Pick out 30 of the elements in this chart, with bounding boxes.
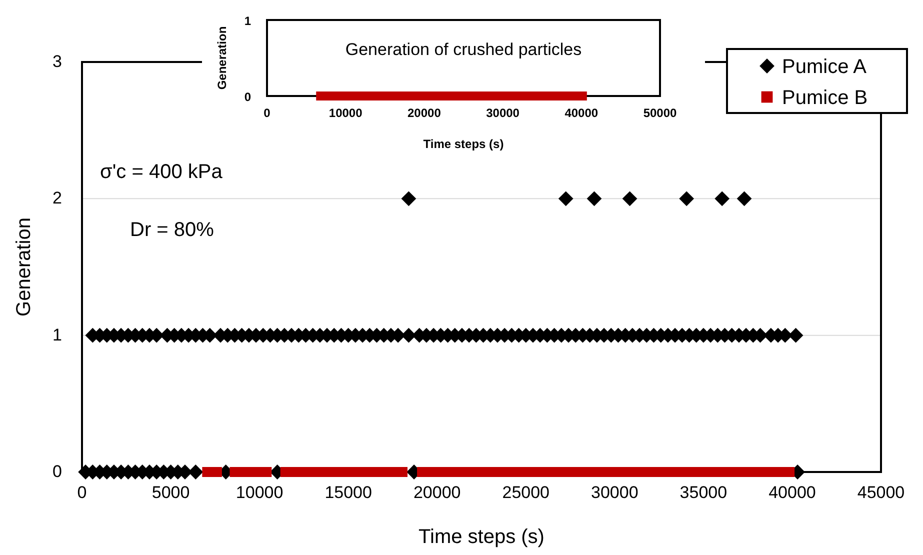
x-tick-label: 15000 (324, 483, 372, 502)
x-tick-label: 0 (264, 106, 271, 120)
y-axis-title: Generation (13, 218, 35, 316)
x-tick-label: 10000 (236, 483, 284, 502)
x-axis-title: Time steps (s) (423, 137, 504, 151)
x-tick-label: 40000 (768, 483, 816, 502)
x-tick-label: 20000 (408, 106, 442, 120)
x-tick-label: 30000 (486, 106, 520, 120)
legend-label: Pumice B (782, 87, 868, 109)
x-tick-label: 50000 (643, 106, 678, 120)
y-tick-label: 2 (52, 188, 62, 208)
annotation: σ'c = 400 kPa (100, 161, 224, 183)
x-tick-label: 35000 (680, 483, 728, 502)
y-tick-label: 1 (52, 325, 62, 344)
y-axis-title: Generation (215, 26, 229, 90)
x-tick-label: 25000 (502, 483, 550, 502)
annotation: Dr = 80% (130, 219, 214, 241)
legend-label: Pumice A (782, 56, 868, 78)
x-axis-title: Time steps (s) (418, 526, 544, 548)
x-tick-label: 20000 (413, 483, 461, 502)
x-tick-label: 0 (77, 483, 87, 502)
x-tick-label: 5000 (152, 483, 190, 502)
y-tick-label: 0 (52, 462, 62, 481)
x-tick-label: 30000 (591, 483, 638, 502)
x-tick-label: 10000 (328, 106, 363, 120)
x-tick-label: 40000 (564, 106, 598, 120)
text: Generation of crushed particles (345, 40, 582, 59)
x-tick-label: 45000 (857, 483, 905, 502)
y-tick-label: 3 (52, 52, 62, 71)
y-tick-label: 1 (244, 14, 252, 28)
